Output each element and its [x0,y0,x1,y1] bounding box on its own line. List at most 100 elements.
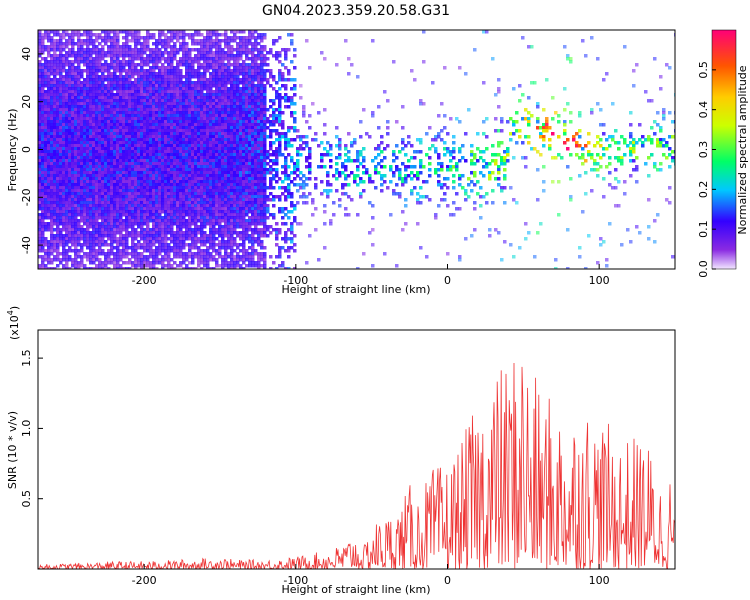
spectrogram-cell [38,120,42,124]
spectrogram-cell [119,165,123,169]
spectrogram-cell [128,123,132,127]
spectrogram-cell [149,267,153,269]
spectrogram-cell [209,177,213,181]
spectrogram-cell [104,117,108,121]
spectrogram-cell [203,96,207,100]
spectrogram-cell [233,120,237,124]
spectrogram-cell [116,225,120,229]
spectrogram-cell [221,138,225,142]
spectrogram-cell [152,42,156,46]
spectrogram-cell [77,72,81,76]
spectrogram-cell [161,39,165,43]
spectrogram-cell [107,243,111,247]
spectrogram-cell [125,93,129,97]
spectrogram-cell [110,171,114,175]
spectrogram-cell [203,48,207,52]
spectrogram-cell [146,84,150,88]
spectrogram-cell [116,258,120,262]
spectrogram-cell [227,192,231,196]
spectrogram-cell [80,186,84,190]
spectrogram-cell [191,129,195,133]
spectrogram-cell [233,267,237,269]
spectrogram-cell [95,177,99,181]
spectrogram-cell [206,150,210,154]
spectrogram-cell [167,177,171,181]
spectrogram-cell [143,198,147,202]
spectrogram-cell [50,105,54,109]
spectrogram-cell [167,195,171,199]
spectrogram-cell [215,171,219,175]
spectrogram-cell [152,129,156,133]
spectrogram-cell [206,108,210,112]
spectrogram-cell [227,90,231,94]
spectrogram-cell [101,108,105,112]
spectrogram-cell [62,60,66,64]
spectrogram-cell [80,243,84,247]
spectrogram-cell [155,141,159,145]
spectrogram-cell [98,144,102,148]
spectrogram-cell [86,72,90,76]
spectrogram-cell [215,252,219,256]
spectrogram-cell [203,141,207,145]
spectrogram-cell [137,147,141,151]
spectrogram-cell [59,261,63,265]
spectrogram-cell [146,189,150,193]
spectrogram-cell [170,153,174,157]
spectrogram-cell [206,123,210,127]
spectrogram-cell [53,204,57,208]
spectrogram-cell [212,213,216,217]
spectrogram-cell [146,87,150,91]
spectrogram-cell [188,120,192,124]
spectrogram-cell [53,216,57,220]
spectrogram-cell [233,132,237,136]
spectrogram-cell [215,90,219,94]
spectrogram-cell [122,129,126,133]
spectrogram-cell [212,60,216,64]
spectrogram-cell [74,129,78,133]
spectrogram-cell [239,54,243,58]
spectrogram-cell [161,87,165,91]
spectrogram-cell [50,48,54,52]
spectrogram-cell [155,90,159,94]
spectrogram-cell [104,36,108,40]
spectrogram-cell [113,255,117,259]
spectrogram-cell [206,87,210,91]
spectrogram-cell [146,72,150,76]
spectrogram-cell [212,186,216,190]
spectrogram-cell [224,141,228,145]
spectrogram-cell [41,168,45,172]
spectrogram-cell [218,189,222,193]
spectrogram-cell [158,72,162,76]
spectrogram-cell [191,135,195,139]
spectrogram-cell [116,120,120,124]
spectrogram-cell [65,237,69,241]
spectrogram-cell [113,216,117,220]
spectrogram-cell [65,186,69,190]
spectrogram-cell [191,132,195,136]
spectrogram-cell [206,174,210,178]
spectrogram-cell [122,138,126,142]
spectrogram-cell [140,153,144,157]
spectrogram-cell [227,66,231,70]
spectrogram-cell [146,195,150,199]
spectrogram-cell [80,234,84,238]
spectrogram-cell [89,72,93,76]
spectrogram-cell [176,255,180,259]
spectrogram-cell [65,195,69,199]
spectrogram-cell [128,162,132,166]
spectrogram-cell [107,180,111,184]
spectrogram-cell [185,111,189,115]
spectrogram-cell [119,141,123,145]
spectrogram-cell [113,99,117,103]
spectrogram-cell [53,33,57,37]
spectrogram-cell [134,267,138,269]
spectrogram-cell [209,45,213,49]
spectrogram-cell [140,72,144,76]
spectrogram-cell [236,90,240,94]
spectrogram-cell [92,90,96,94]
spectrogram-cell [164,42,168,46]
spectrogram-cell [110,105,114,109]
spectrogram-cell [143,129,147,133]
spectrogram-cell [62,204,66,208]
spectrogram-cell [113,240,117,244]
